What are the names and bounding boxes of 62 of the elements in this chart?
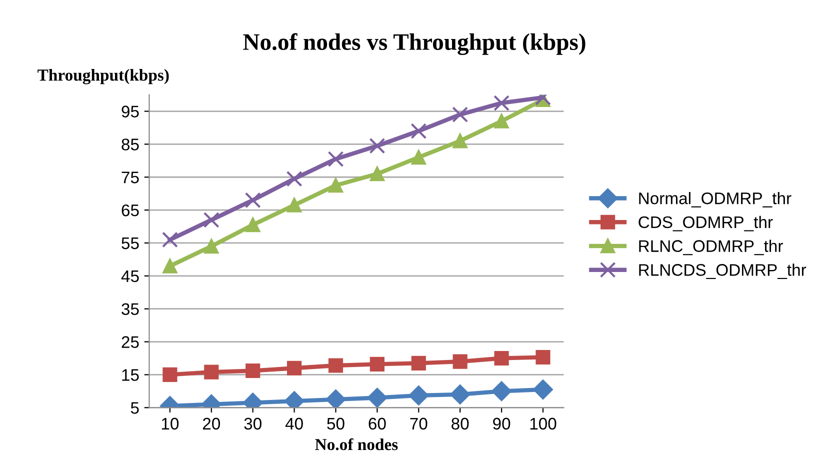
point	[162, 258, 178, 274]
point	[204, 238, 219, 254]
point	[494, 350, 509, 366]
point	[367, 388, 388, 408]
x-tick-label: 70	[410, 418, 428, 430]
point	[162, 367, 178, 382]
point	[328, 358, 344, 373]
point	[369, 138, 386, 154]
point	[204, 364, 219, 380]
point	[203, 212, 220, 228]
point	[328, 151, 344, 168]
point	[326, 390, 346, 408]
legend-label: Normal_ODMRP_thr	[639, 192, 792, 208]
x-tick-label: 30	[244, 418, 262, 430]
point	[287, 360, 302, 376]
point	[492, 381, 512, 402]
y-tick-label: 85	[122, 138, 139, 150]
point	[411, 150, 426, 165]
point	[370, 166, 384, 182]
point	[162, 232, 178, 248]
x-tick-label: 80	[452, 418, 469, 430]
chart-title: No.of nodes vs Throughput (kbps)	[243, 33, 586, 56]
point	[452, 134, 468, 148]
y-tick-label: 55	[122, 238, 139, 250]
point	[452, 354, 468, 369]
x-axis-title: No.of nodes	[315, 438, 398, 450]
y-axis-title: Throughput(kbps)	[38, 69, 169, 84]
point	[286, 170, 302, 187]
x-tick-label: 90	[493, 418, 510, 430]
point	[284, 391, 304, 408]
x-tick-label: 10	[162, 418, 179, 430]
y-tick-label: 5	[130, 402, 139, 414]
point	[408, 386, 429, 406]
x-tick-label: 60	[368, 418, 386, 430]
point	[411, 356, 426, 370]
x-tick-label: 20	[202, 418, 220, 430]
x-tick-label: 50	[327, 418, 344, 430]
point	[533, 380, 553, 400]
y-tick-label: 95	[122, 106, 139, 118]
point	[494, 114, 509, 128]
point	[452, 106, 468, 123]
x-tick-label: 100	[530, 418, 556, 430]
y-tick-label: 75	[122, 172, 139, 184]
point	[450, 384, 470, 404]
y-tick-label: 15	[122, 369, 139, 381]
legend-label: RLNC_ODMRP_thr	[639, 240, 783, 256]
y-tick-label: 45	[121, 270, 139, 282]
point	[410, 123, 427, 140]
point	[494, 95, 510, 112]
point	[246, 363, 260, 378]
y-tick-label: 65	[122, 204, 139, 216]
legend-label: RLNCDS_ODMRP_thr	[639, 264, 806, 280]
point	[244, 192, 261, 208]
y-tick-label: 35	[122, 303, 139, 316]
point	[287, 198, 302, 212]
point	[328, 178, 344, 193]
legend-label: CDS_ODMRP_thr	[638, 216, 773, 232]
point	[536, 350, 550, 365]
point	[370, 356, 384, 372]
point	[246, 218, 260, 232]
x-tick-label: 40	[285, 418, 303, 430]
y-tick-label: 25	[122, 336, 139, 348]
